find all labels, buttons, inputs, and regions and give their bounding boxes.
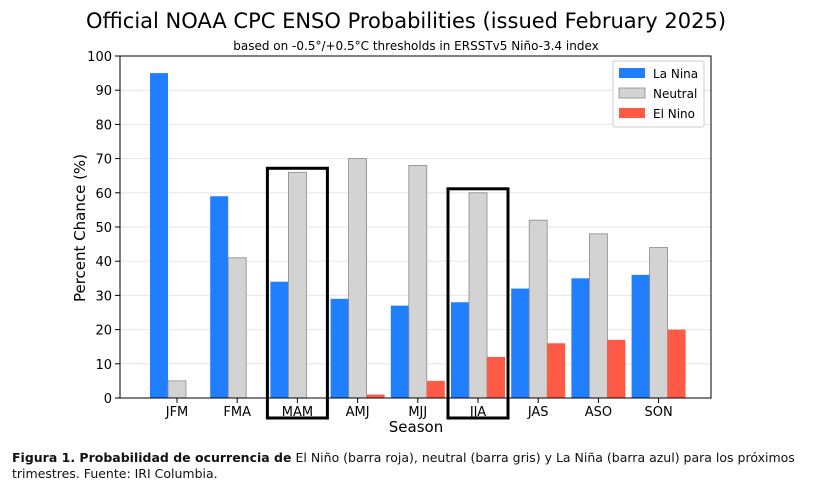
- y-tick-label: 20: [95, 324, 112, 339]
- bar-neutral-jja: [468, 192, 488, 399]
- y-tick-label: 100: [87, 50, 112, 65]
- bar-la-nina-son: [631, 274, 650, 398]
- y-tick-label: 40: [95, 255, 112, 270]
- legend-swatch: [619, 68, 645, 78]
- legend-label: La Nina: [653, 67, 698, 81]
- x-axis-label: Season: [389, 418, 443, 436]
- bar-el-nino-aso: [607, 339, 626, 398]
- y-tick-label: 50: [95, 221, 112, 236]
- bar-neutral-son: [649, 247, 668, 399]
- bar-la-nina-mam: [270, 281, 289, 398]
- chart-subtitle: based on -0.5°/+0.5°C thresholds in ERSS…: [233, 39, 599, 53]
- y-tick-label: 70: [95, 153, 112, 168]
- y-tick-label: 10: [95, 358, 112, 373]
- bar-la-nina-jas: [511, 288, 530, 398]
- legend-swatch: [619, 108, 645, 118]
- bar-neutral-jas: [528, 219, 548, 399]
- x-tick-label: JJA: [469, 405, 486, 420]
- enso-probability-chart: Official NOAA CPC ENSO Probabilities (is…: [71, 9, 726, 436]
- caption-text: El Niño (barra roja), neutral (barra gri…: [12, 450, 795, 481]
- x-tick-label: FMA: [223, 405, 251, 420]
- y-tick-label: 0: [104, 392, 112, 407]
- x-tick-label: JFM: [165, 405, 189, 420]
- x-tick-label: MJJ: [408, 405, 427, 420]
- chart-title: Official NOAA CPC ENSO Probabilities (is…: [86, 9, 726, 33]
- x-tick-label: AMJ: [346, 405, 370, 420]
- bar-la-nina-aso: [571, 278, 590, 398]
- bar-la-nina-amj: [330, 298, 349, 398]
- x-tick-label: SON: [644, 405, 672, 420]
- bar-el-nino-son: [667, 329, 686, 398]
- bar-neutral-jfm: [167, 380, 187, 399]
- bar-neutral-mjj: [408, 165, 428, 399]
- bar-el-nino-jja: [487, 356, 505, 398]
- bar-la-nina-fma: [210, 196, 229, 398]
- bar-el-nino-amj: [366, 394, 385, 398]
- bar-el-nino-jas: [547, 343, 566, 398]
- caption-bold: Figura 1. Probabilidad de ocurrencia de: [12, 450, 292, 465]
- bar-neutral-aso: [589, 233, 608, 399]
- bar-la-nina-jfm: [150, 73, 168, 398]
- bar-neutral-mam: [287, 171, 307, 399]
- x-tick-label: ASO: [585, 405, 612, 420]
- bar-la-nina-mjj: [390, 305, 409, 398]
- bar-la-nina-jja: [451, 302, 469, 398]
- legend: La Nina Neutral El Nino: [612, 60, 705, 128]
- y-tick-label: 90: [95, 84, 112, 99]
- legend-label: El Nino: [653, 107, 695, 121]
- y-tick-label: 60: [95, 187, 112, 202]
- x-tick-label: JAS: [527, 405, 549, 420]
- x-tick-label: MAM: [282, 405, 313, 420]
- y-axis-label: Percent Chance (%): [71, 154, 89, 302]
- highlight-box-mam: [265, 166, 329, 420]
- figure-caption: Figura 1. Probabilidad de ocurrencia de …: [12, 450, 812, 482]
- bar-neutral-amj: [348, 158, 368, 399]
- legend-swatch: [618, 87, 646, 99]
- legend-label: Neutral: [653, 87, 697, 101]
- y-tick-label: 80: [95, 118, 112, 133]
- y-tick-label: 30: [95, 289, 112, 304]
- bar-el-nino-mjj: [426, 380, 445, 398]
- highlight-box-jja: [446, 187, 510, 420]
- bar-neutral-fma: [227, 257, 247, 399]
